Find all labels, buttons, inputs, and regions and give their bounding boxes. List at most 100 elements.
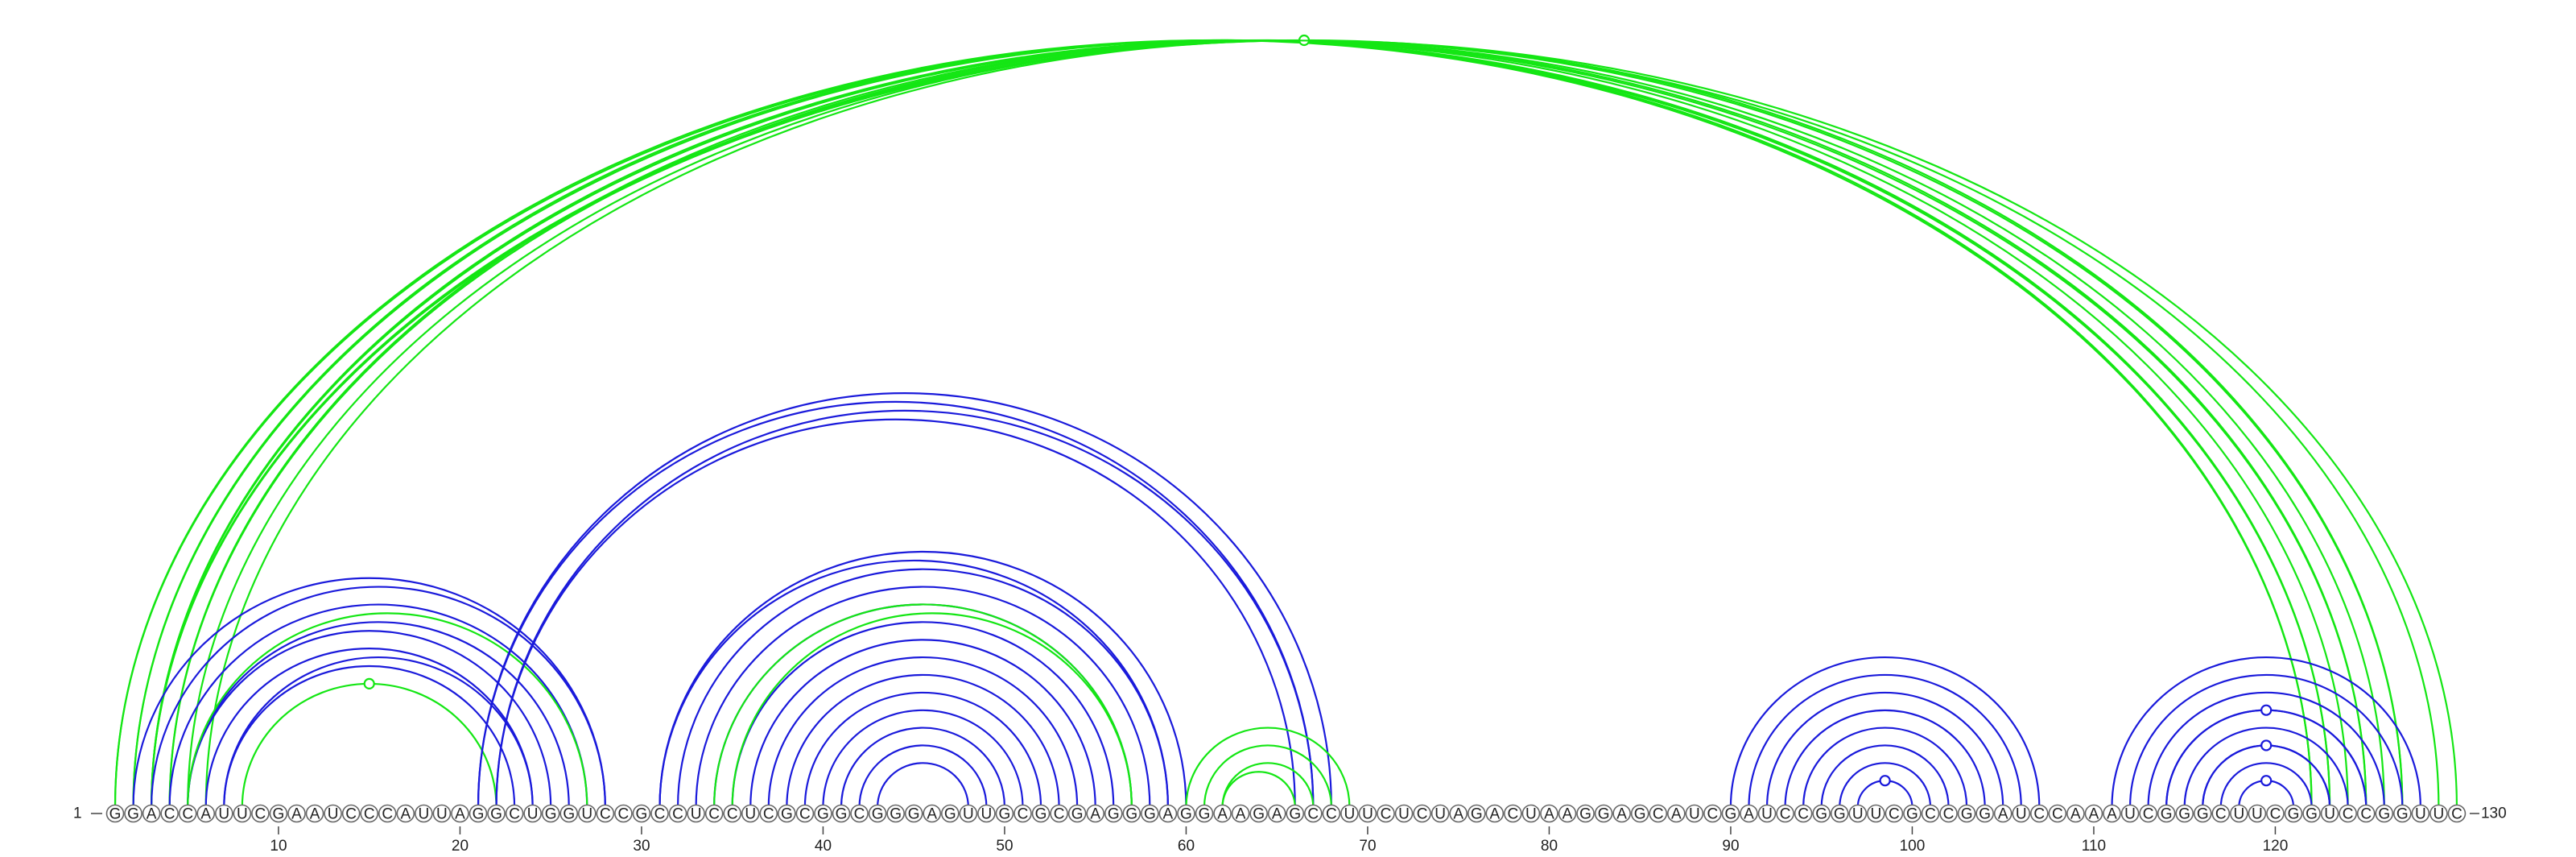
nucleotide-circle [1576, 804, 1595, 823]
nucleotide-letter: G [1471, 806, 1483, 823]
nucleotide-letter: U [581, 806, 592, 823]
nucleotide-letter: G [1035, 806, 1047, 823]
nucleotide-circle [1848, 804, 1868, 823]
nucleotide-letter: U [1362, 806, 1373, 823]
nucleotide-letter: A [2107, 806, 2117, 823]
nucleotide-letter: A [1544, 806, 1554, 823]
nucleotide-21: G [469, 804, 488, 823]
base-pair-arc-green-61-68 [1203, 744, 1332, 808]
base-pair-arc-blue-90-107 [1729, 656, 2041, 808]
nucleotide-letter: A [147, 806, 157, 823]
nucleotide-circle [1013, 804, 1032, 823]
nucleotide-69: U [1340, 804, 1359, 823]
nucleotide-circle [1975, 804, 1994, 823]
nucleotide-circle [451, 804, 469, 823]
nucleotide-circle [124, 804, 142, 823]
base-pair-arc-green-3-129 [151, 39, 2440, 808]
nucleotide-letter: G [1961, 806, 1973, 823]
nucleotide-30: G [632, 804, 651, 823]
nucleotide-circle [759, 804, 778, 823]
nucleotide-circle [1304, 804, 1323, 823]
nucleotide-letter: G [545, 806, 557, 823]
nucleotide-letter: G [999, 806, 1011, 823]
nucleotide-42: C [850, 804, 869, 823]
base-pair-arc-blue-4-27 [168, 603, 588, 808]
nucleotide-circle [541, 804, 560, 823]
nucleotide-65: A [1267, 804, 1286, 823]
base-pair-arc-blue-5-25 [187, 630, 552, 808]
nucleotide-circle [1195, 804, 1214, 823]
nucleotide-circle [2139, 804, 2157, 823]
nucleotide-110: A [2084, 804, 2103, 823]
nucleotide-letter: G [2378, 806, 2390, 823]
nucleotide-102: C [1939, 804, 1958, 823]
base-pair-arc-blue-96-101 [1839, 762, 1932, 808]
nucleotide-76: G [1467, 804, 1486, 823]
nucleotide-letter: G [1834, 806, 1846, 823]
nucleotide-circle [2356, 804, 2376, 823]
nucleotide-10: G [269, 804, 288, 823]
nucleotide-letter: U [328, 806, 339, 823]
nucleotide-letter: A [1489, 806, 1500, 823]
nucleotide-circle [704, 804, 724, 823]
nucleotide-32: C [668, 804, 687, 823]
nucleotide-circle [832, 804, 851, 823]
nucleotide-letter: G [1125, 806, 1137, 823]
nucleotide-letter: G [1598, 806, 1610, 823]
nucleotide-circle [1031, 804, 1051, 823]
nucleotide-letter: U [2233, 806, 2244, 823]
nucleotide-letter: C [1889, 806, 1900, 823]
nucleotide-letter: A [927, 806, 937, 823]
base-pair-arcs [115, 34, 2457, 808]
nucleotide-circle [1830, 804, 1849, 823]
nucleotide-112: U [2120, 804, 2140, 823]
tick-label: 30 [633, 838, 650, 855]
nucleotide-letter: C [1707, 806, 1719, 823]
nucleotide-letter: C [854, 806, 865, 823]
position-ticks: 10 20 30 40 50 60 70 80 90 100 110 120 [270, 826, 2288, 855]
base-pair-arc-blue-36-55 [749, 639, 1096, 808]
nucleotide-18: U [415, 804, 433, 823]
nucleotide-circle [469, 804, 488, 823]
nucleotide-letter: U [1344, 806, 1356, 823]
nucleotide-letter: G [1725, 806, 1737, 823]
nucleotide-letter: C [1507, 806, 1518, 823]
nucleotide-letter: G [490, 806, 502, 823]
nucleotide-letter: U [2434, 806, 2445, 823]
nucleotide-circle [1231, 804, 1250, 823]
base-pair-arc-green-6-127 [206, 40, 2403, 807]
nucleotide-circle [1757, 804, 1777, 823]
nucleotide-circle [868, 804, 887, 823]
nucleotide-circle [2302, 804, 2321, 823]
nucleotide-70: U [1358, 804, 1377, 823]
nucleotide-circle [2375, 804, 2394, 823]
nucleotide-letter: U [527, 806, 539, 823]
tick-label: 120 [2263, 838, 2289, 855]
nucleotide-letter: C [708, 806, 720, 823]
nucleotide-letter: A [1453, 806, 1463, 823]
nucleotide-circle [723, 804, 742, 823]
nucleotide-85: G [1630, 804, 1649, 823]
base-pair-arc-blue-3-28 [151, 586, 606, 808]
nucleotide-circle [687, 804, 705, 823]
nucleotide-letter: C [1307, 806, 1319, 823]
nucleotide-letter: C [1798, 806, 1809, 823]
nucleotide-80: A [1540, 804, 1558, 823]
base-pair-arc-blue-39-52 [803, 691, 1042, 808]
nucleotide-24: U [523, 804, 542, 823]
base-pair-arc-blue-92-105 [1765, 691, 2004, 808]
nucleotide-letter: A [1217, 806, 1228, 823]
nucleotide-circle [105, 804, 125, 823]
nucleotide-circle [741, 804, 760, 823]
nucleotide-106: U [2012, 804, 2031, 823]
base-pair-arc-blue-2-28 [132, 577, 606, 808]
nucleotide-circle [1740, 804, 1758, 823]
nucleotide-letter: G [836, 806, 848, 823]
nucleotide-circle [214, 804, 233, 823]
nucleotide-letter: G [1199, 806, 1211, 823]
nucleotide-letter: A [200, 806, 211, 823]
nucleotide-120: C [2266, 804, 2285, 823]
nucleotide-51: C [1013, 804, 1032, 823]
nucleotide-letter: C [1054, 806, 1065, 823]
nucleotide-57: G [1122, 804, 1141, 823]
